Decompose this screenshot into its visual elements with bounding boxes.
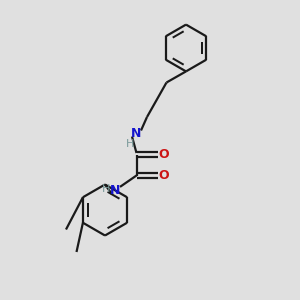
Text: H: H	[101, 184, 110, 194]
Text: H: H	[126, 139, 134, 149]
Text: O: O	[159, 148, 170, 161]
Text: O: O	[159, 169, 170, 182]
Text: N: N	[110, 184, 121, 197]
Text: N: N	[131, 127, 142, 140]
